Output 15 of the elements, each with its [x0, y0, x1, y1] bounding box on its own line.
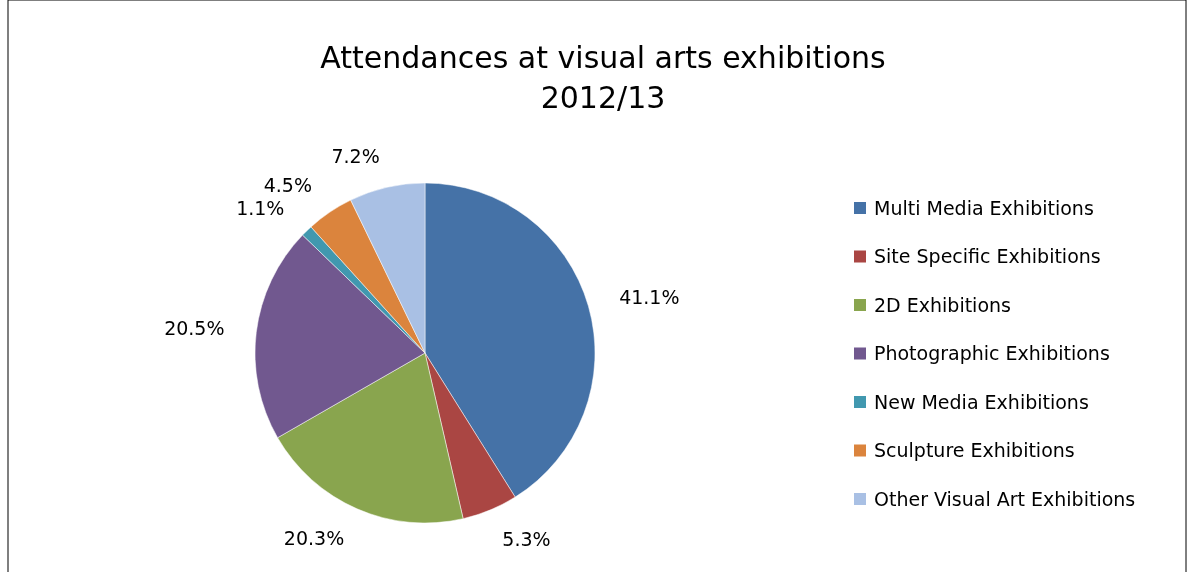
legend-label: Sculpture Exhibitions [874, 439, 1075, 462]
legend-label: 2D Exhibitions [874, 293, 1011, 316]
legend-label: New Media Exhibitions [874, 390, 1089, 413]
data-label: 5.3% [502, 528, 551, 551]
legend-label: Photographic Exhibitions [874, 342, 1110, 365]
chart-title: Attendances at visual arts exhibitions 2012/13 [320, 40, 886, 115]
data-label: 20.3% [283, 526, 345, 549]
legend-label: Multi Media Exhibitions [874, 196, 1094, 219]
data-label: 1.1% [236, 196, 285, 219]
data-label: 4.5% [263, 174, 312, 197]
legend-label: Site Specific Exhibitions [874, 245, 1101, 268]
data-label: 7.2% [331, 144, 380, 167]
data-label: 41.1% [619, 285, 680, 308]
data-label: 20.5% [164, 316, 225, 339]
legend-label: Other Visual Art Exhibitions [874, 487, 1136, 510]
